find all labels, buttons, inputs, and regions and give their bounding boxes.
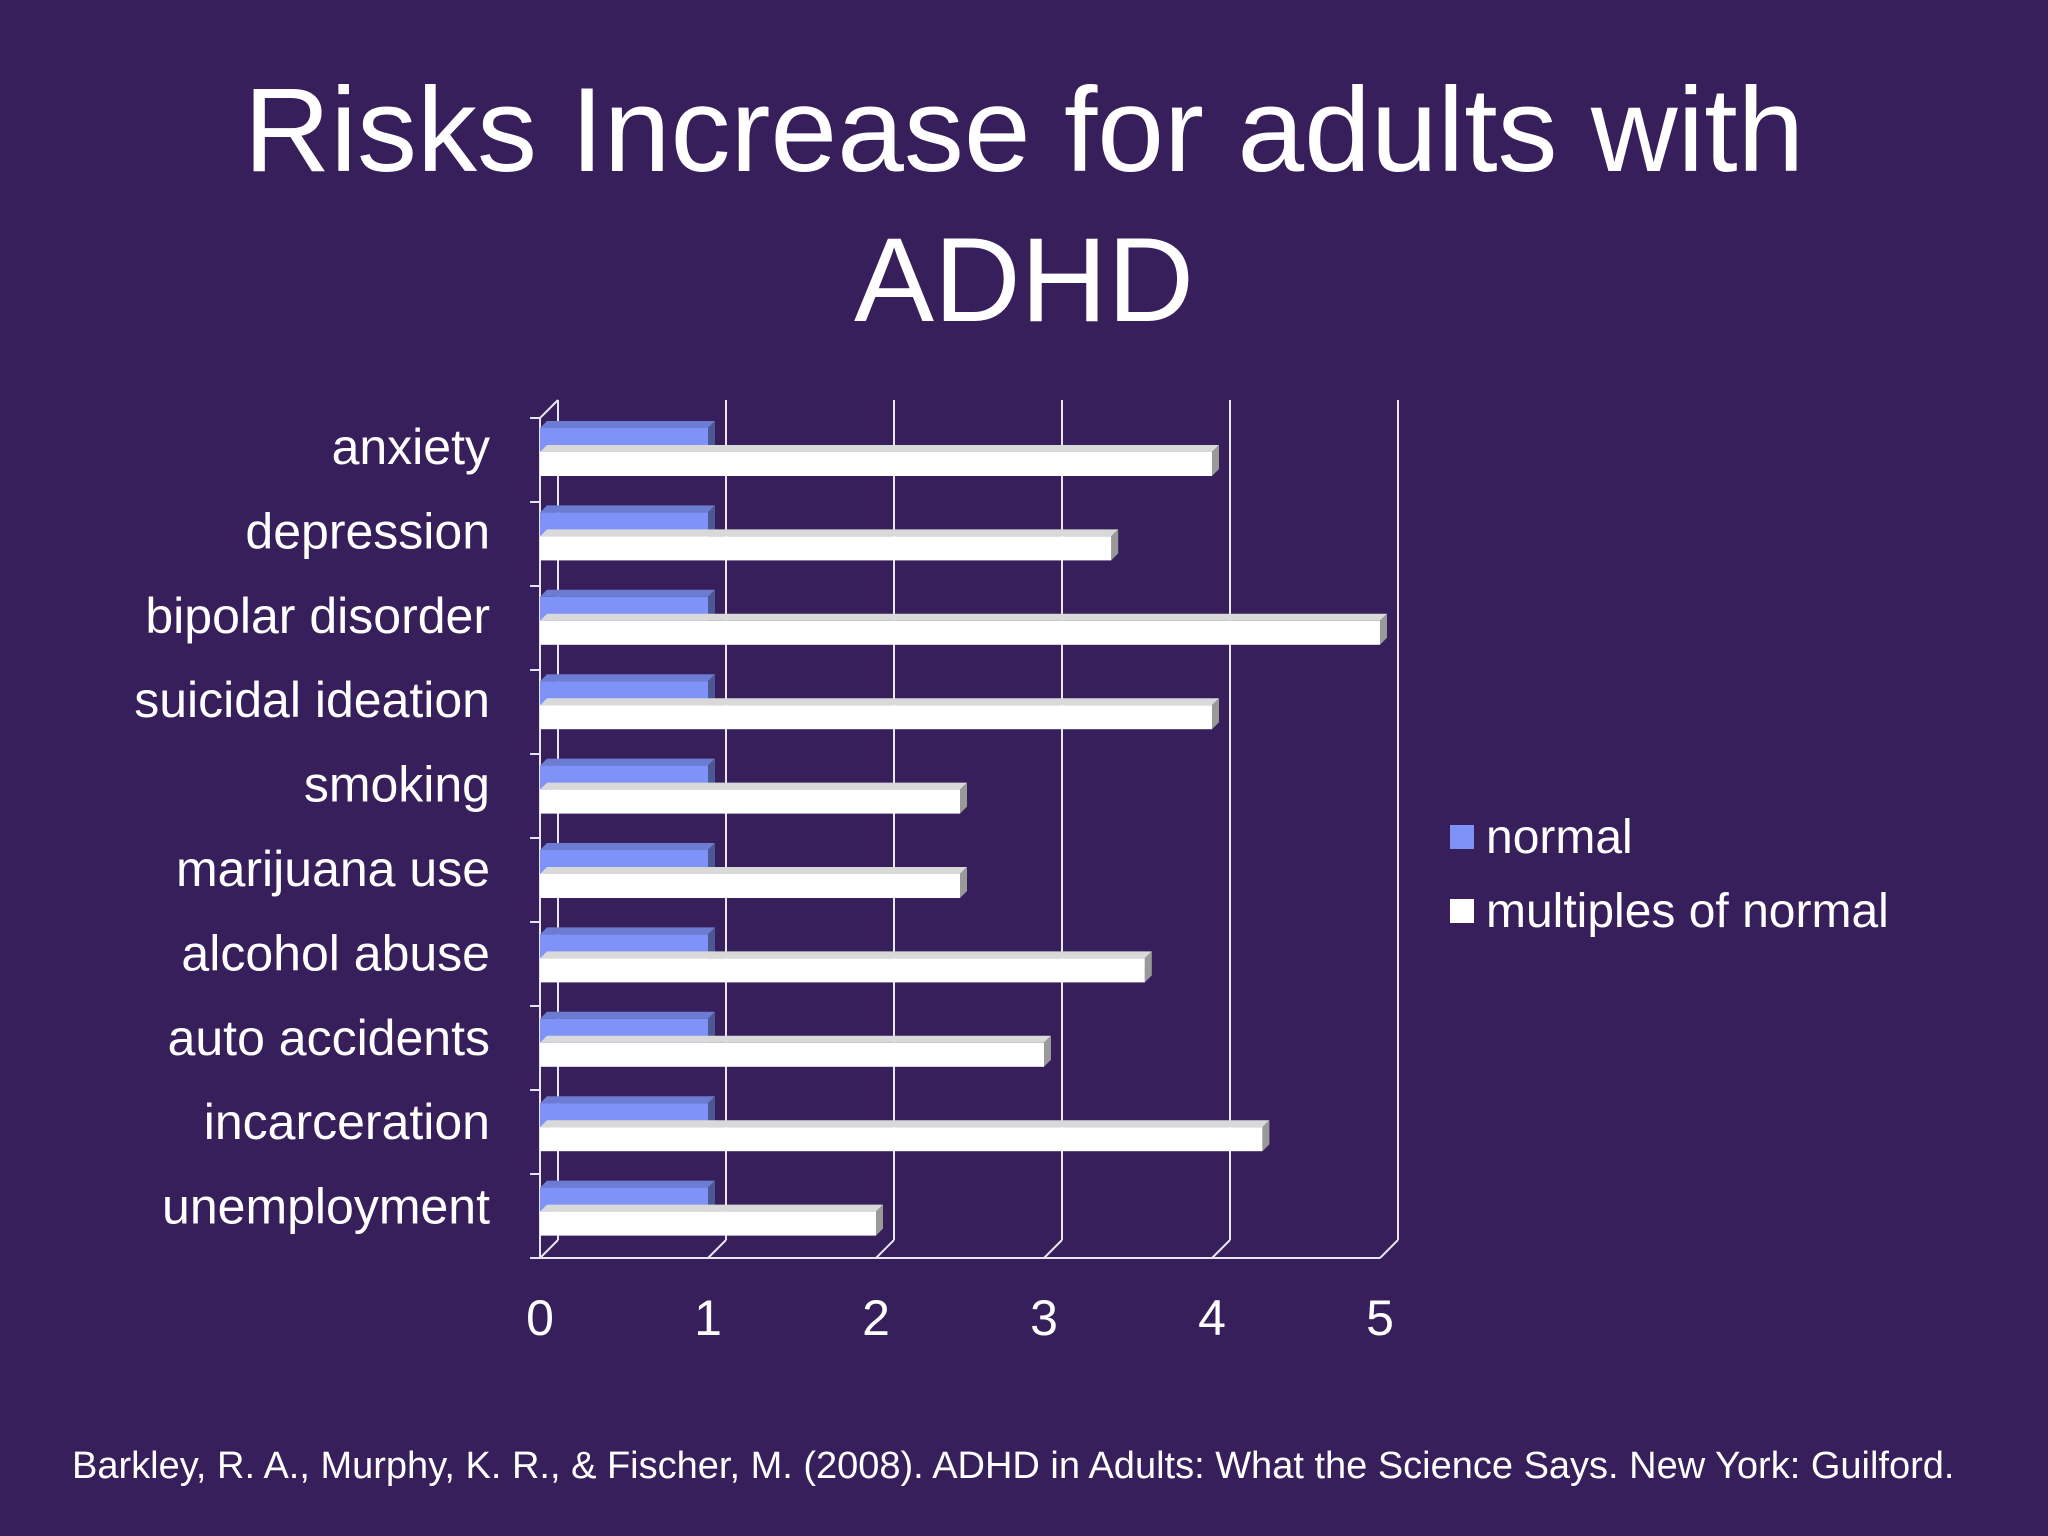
bar-side-face	[1144, 951, 1152, 983]
bar-multiples-of-normal-unemployment	[540, 1204, 883, 1236]
gridline-foot-4	[1211, 1239, 1231, 1259]
bar-side-face	[708, 927, 715, 959]
x-tick-label-5: 5	[1366, 1290, 1394, 1346]
bar-top-face	[540, 421, 715, 428]
gridline-foot-2	[875, 1239, 895, 1259]
bar-front-face	[540, 536, 1112, 561]
gridline-foot-3	[1043, 1239, 1063, 1259]
bar-side-face	[1111, 529, 1119, 561]
bar-front-face	[540, 1042, 1044, 1067]
bar-top-face	[540, 867, 967, 874]
gridline-foot-0	[539, 1239, 559, 1259]
chart-legend: normal multiples of normal	[1450, 800, 1889, 948]
x-tick-label-2: 2	[862, 1290, 890, 1346]
bar-side-face	[708, 1180, 715, 1212]
x-tick-label-0: 0	[526, 1290, 554, 1346]
y-axis-top-edge	[539, 399, 559, 419]
x-tick-label-1: 1	[694, 1290, 722, 1346]
bar-multiples-of-normal-bipolar-disorder	[540, 613, 1387, 645]
bar-chart: anxiety depression bipolar disorder suicida…	[134, 399, 1399, 1346]
bar-side-face	[708, 674, 715, 706]
bar-front-face	[540, 789, 960, 814]
bar-side-face	[876, 1204, 883, 1236]
bar-multiples-of-normal-marijuana-use	[540, 867, 967, 898]
legend-label-normal: normal	[1486, 810, 1633, 864]
bar-top-face	[540, 589, 715, 597]
category-label-marijuana-use: marijuana use	[176, 841, 490, 897]
x-tick-label-3: 3	[1030, 1290, 1058, 1346]
citation-text: Barkley, R. A., Murphy, K. R., & Fischer…	[72, 1445, 1955, 1487]
bar-side-face	[708, 1011, 715, 1043]
bar-side-face	[1212, 698, 1219, 730]
x-tick-labels: 0 1 2 3 4 5	[526, 1290, 1394, 1346]
bar-top-face	[540, 1011, 715, 1019]
bar-top-face	[540, 698, 1219, 706]
category-label-auto-accidents: auto accidents	[168, 1010, 490, 1066]
bar-front-face	[540, 958, 1145, 983]
legend-label-multiples-of-normal: multiples of normal	[1486, 884, 1889, 938]
bar-top-face	[540, 758, 715, 766]
slide-title: Risks Increase for adults with ADHD	[243, 63, 1805, 347]
bar-top-face	[540, 927, 715, 935]
bar-side-face	[708, 589, 715, 621]
legend-swatch-multiples-of-normal	[1450, 899, 1474, 923]
bar-front-face	[540, 620, 1380, 645]
bar-top-face	[540, 445, 1219, 452]
category-label-alcohol-abuse: alcohol abuse	[181, 925, 490, 981]
category-label-bipolar-disorder: bipolar disorder	[145, 588, 490, 644]
legend-swatch-normal	[1450, 825, 1474, 849]
bar-front-face	[540, 1211, 876, 1236]
bar-side-face	[960, 867, 967, 898]
bar-multiples-of-normal-incarceration	[540, 1120, 1270, 1152]
bar-top-face	[540, 1035, 1051, 1043]
category-label-depression: depression	[245, 503, 490, 559]
bar-top-face	[540, 613, 1387, 621]
bar-multiples-of-normal-auto-accidents	[540, 1035, 1051, 1067]
category-label-suicidal-ideation: suicidal ideation	[134, 672, 490, 728]
chart-bars	[540, 421, 1387, 1236]
bar-side-face	[708, 758, 715, 790]
bar-top-face	[540, 505, 715, 513]
category-label-smoking: smoking	[304, 757, 490, 813]
gridline-foot-5	[1379, 1239, 1399, 1259]
bar-side-face	[708, 421, 715, 452]
bar-top-face	[540, 674, 715, 682]
bar-top-face	[540, 782, 967, 790]
category-label-unemployment: unemployment	[162, 1179, 490, 1235]
x-tick-label-4: 4	[1198, 1290, 1226, 1346]
bar-multiples-of-normal-suicidal-ideation	[540, 698, 1219, 730]
bar-multiples-of-normal-depression	[540, 529, 1119, 561]
bar-top-face	[540, 951, 1152, 959]
bar-top-face	[540, 1096, 715, 1104]
bar-front-face	[540, 452, 1212, 476]
bar-side-face	[1262, 1120, 1270, 1152]
bar-multiples-of-normal-anxiety	[540, 445, 1219, 476]
bar-side-face	[1212, 445, 1219, 476]
category-labels: anxiety depression bipolar disorder suicida…	[134, 419, 490, 1235]
bar-top-face	[540, 529, 1119, 537]
bar-top-face	[540, 1120, 1270, 1128]
bar-side-face	[708, 1096, 715, 1128]
bar-side-face	[708, 843, 715, 874]
bar-side-face	[960, 782, 967, 814]
legend-item-normal: normal	[1450, 800, 1889, 874]
bar-top-face	[540, 1180, 715, 1188]
legend-item-multiples-of-normal: multiples of normal	[1450, 874, 1889, 948]
bar-front-face	[540, 874, 960, 898]
category-label-incarceration: incarceration	[204, 1094, 490, 1150]
bar-side-face	[1380, 613, 1387, 645]
bar-top-face	[540, 843, 715, 850]
bar-side-face	[708, 505, 715, 537]
bar-multiples-of-normal-alcohol-abuse	[540, 951, 1152, 983]
bar-top-face	[540, 1204, 883, 1212]
gridline-foot-1	[707, 1239, 727, 1259]
bar-front-face	[540, 705, 1212, 730]
bar-front-face	[540, 1127, 1263, 1152]
bar-multiples-of-normal-smoking	[540, 782, 967, 814]
bar-side-face	[1044, 1035, 1051, 1067]
category-label-anxiety: anxiety	[332, 419, 490, 475]
